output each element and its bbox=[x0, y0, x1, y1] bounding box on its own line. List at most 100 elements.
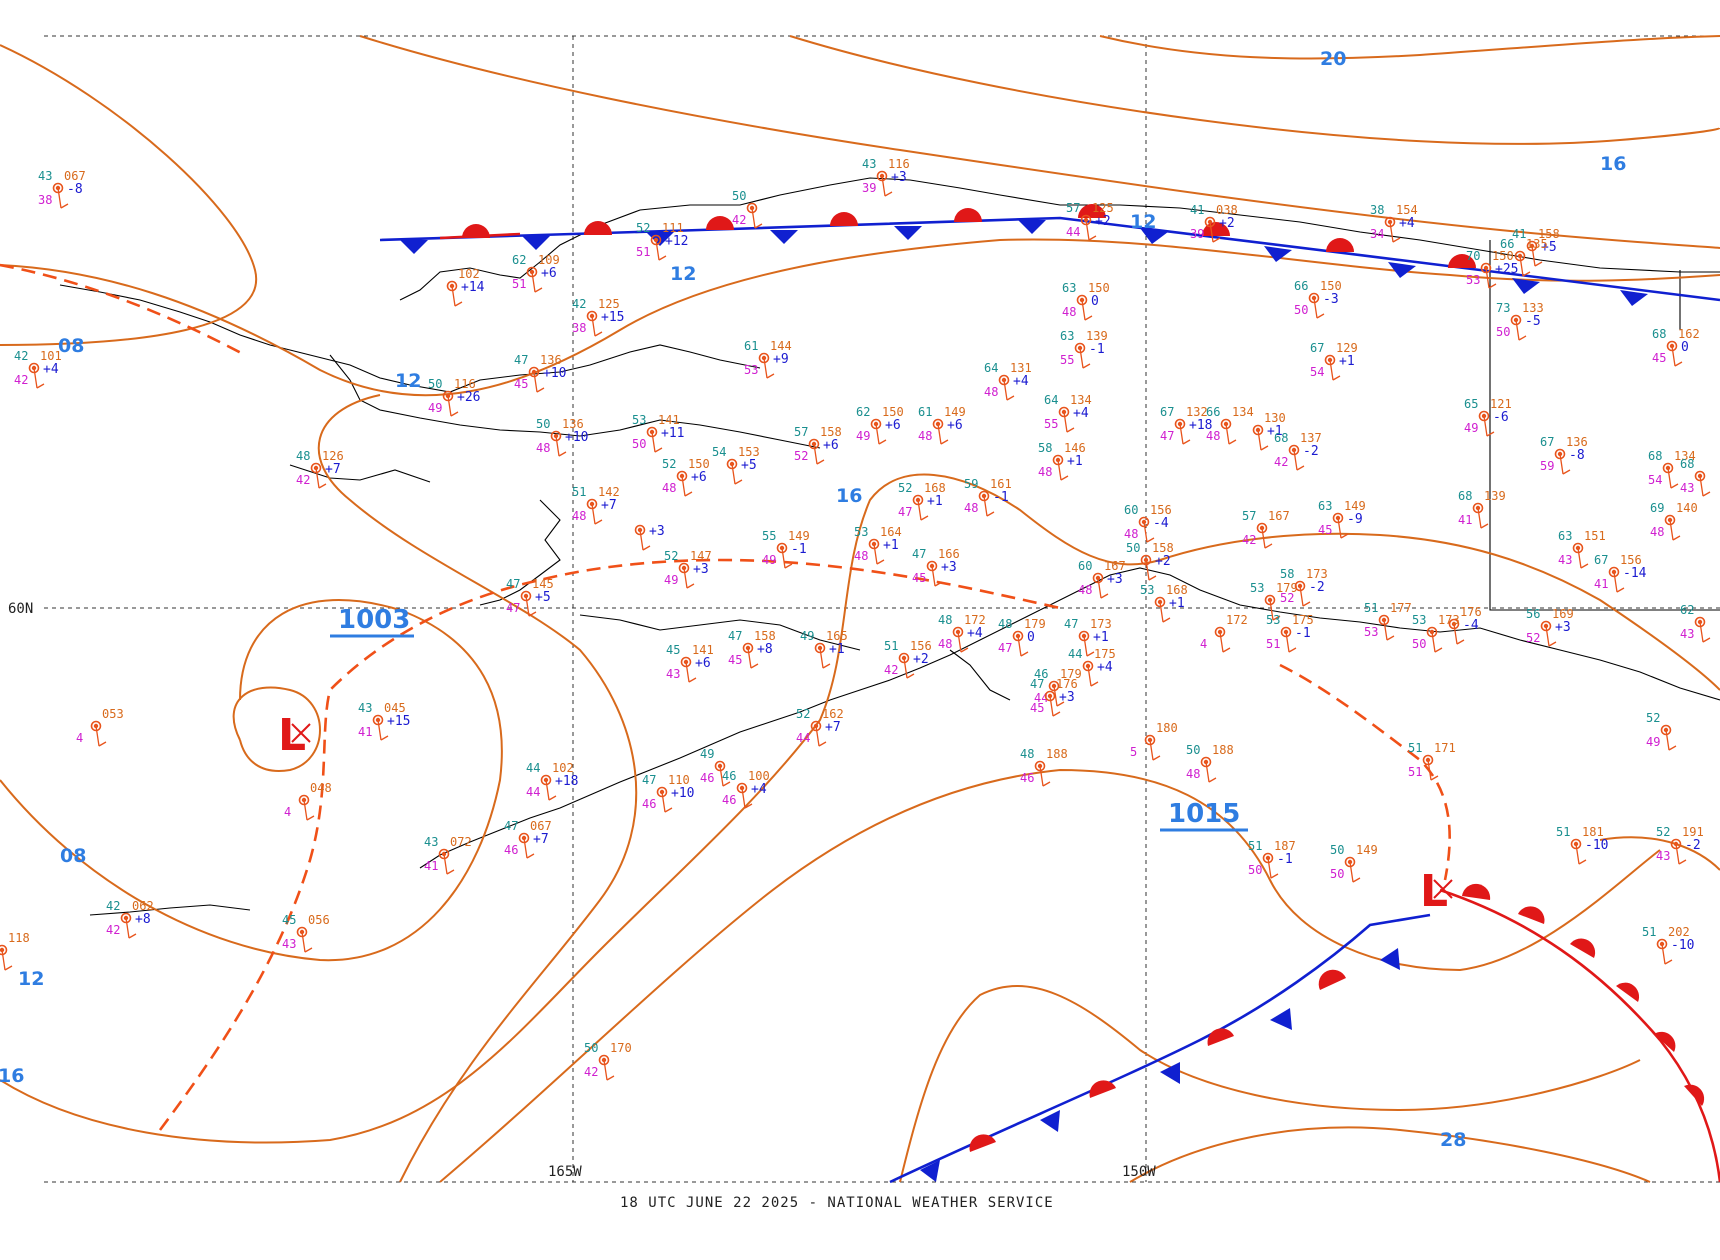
station-circle bbox=[550, 430, 562, 442]
station-temperature: 41 bbox=[1190, 203, 1204, 217]
cold-front-south bbox=[889, 913, 1431, 1184]
station-plot: 62 43 bbox=[1680, 603, 1711, 643]
station-pressure: 179 bbox=[1060, 667, 1082, 681]
station-dewpoint: 47 bbox=[998, 641, 1012, 655]
wind-barb bbox=[983, 495, 995, 517]
wind-barb bbox=[903, 657, 915, 679]
isobar-labels: 08 12 12 12 08 12 16 16 20 16 28 bbox=[0, 48, 1626, 1151]
station-tendency: +9 bbox=[773, 352, 789, 367]
station-dewpoint: 48 bbox=[984, 385, 998, 399]
isobar-label: 08 bbox=[58, 335, 84, 357]
station-dewpoint: 46 bbox=[1020, 771, 1034, 785]
station-circle bbox=[1332, 512, 1344, 524]
station-temperature: 48 bbox=[1020, 747, 1034, 761]
station-plot: 44 102+18 44 bbox=[526, 761, 578, 801]
station-pressure: 169 bbox=[1552, 607, 1574, 621]
station-plot: 51 202-10 bbox=[1642, 925, 1694, 965]
station-circle bbox=[1448, 618, 1460, 630]
station-plot: 42 101+4 42 bbox=[14, 349, 62, 389]
station-pressure: 188 bbox=[1046, 747, 1068, 761]
station-dewpoint: 48 bbox=[918, 429, 932, 443]
station-pressure: 139 bbox=[1484, 489, 1506, 503]
station-circle bbox=[518, 832, 530, 844]
station-plot: 102+14 bbox=[446, 267, 485, 307]
station-plot: 41 038+2 39 bbox=[1190, 203, 1238, 243]
occluded-front-north bbox=[379, 204, 1720, 306]
station-temperature: 59 bbox=[964, 477, 978, 491]
station-circle bbox=[1034, 760, 1046, 772]
station-pressure: 136 bbox=[562, 417, 584, 431]
station-pressure: 162 bbox=[822, 707, 844, 721]
station-circle bbox=[1694, 470, 1706, 482]
station-temperature: 52 bbox=[662, 457, 676, 471]
wind-barb bbox=[1053, 685, 1065, 707]
wind-barb bbox=[1559, 453, 1571, 475]
station-dewpoint: 44 bbox=[796, 731, 810, 745]
station-plot: 63 149-9 45 bbox=[1318, 499, 1366, 539]
isobar-label: 16 bbox=[1600, 153, 1626, 175]
wind-barb bbox=[1671, 345, 1683, 367]
station-pressure: 145 bbox=[532, 577, 554, 591]
wind-barb bbox=[1545, 625, 1557, 647]
wind-barb bbox=[1063, 411, 1075, 433]
station-pressure: 062 bbox=[132, 899, 154, 913]
station-pressure: 130 bbox=[1264, 411, 1286, 425]
wind-barb bbox=[1261, 527, 1273, 549]
station-pressure: 164 bbox=[880, 525, 902, 539]
station-pressure: 147 bbox=[690, 549, 712, 563]
station-circle bbox=[1656, 938, 1668, 950]
station-circle bbox=[586, 310, 598, 322]
station-temperature: 63 bbox=[1060, 329, 1074, 343]
station-circle bbox=[1472, 502, 1484, 514]
station-plot: 51 177 53 bbox=[1364, 601, 1412, 641]
station-temperature: 50 bbox=[732, 189, 746, 203]
station-temperature: 47 bbox=[504, 819, 518, 833]
station-tendency: +6 bbox=[885, 418, 901, 433]
station-pressure: 109 bbox=[538, 253, 560, 267]
wind-barb bbox=[1087, 665, 1099, 687]
station-pressure: 129 bbox=[1336, 341, 1358, 355]
station-plot: 51 171 51 bbox=[1408, 741, 1456, 781]
station-circle bbox=[876, 170, 888, 182]
station-tendency: -1 bbox=[791, 542, 807, 557]
station-dewpoint: 59 bbox=[1540, 459, 1554, 473]
station-plot: 66 134 48 bbox=[1206, 405, 1254, 445]
station-plot: 58 146+1 48 bbox=[1038, 441, 1086, 481]
station-pressure: 144 bbox=[770, 339, 792, 353]
station-plot: 50 42 bbox=[732, 189, 763, 229]
station-dewpoint: 45 bbox=[912, 571, 926, 585]
station-plot: 52 147+3 49 bbox=[664, 549, 712, 589]
station-pressure: 136 bbox=[1566, 435, 1588, 449]
station-temperature: 47 bbox=[506, 577, 520, 591]
station-temperature: 46 bbox=[722, 769, 736, 783]
wind-barb bbox=[651, 431, 663, 453]
station-tendency: +2 bbox=[913, 652, 929, 667]
station-circle bbox=[1694, 616, 1706, 628]
station-circle bbox=[1540, 620, 1552, 632]
low-pressure-center-west: L 1003 bbox=[278, 605, 414, 761]
low-pressure-center-south: L 1015 bbox=[1160, 799, 1453, 917]
station-pressure: 158 bbox=[754, 629, 776, 643]
station-dewpoint: 48 bbox=[1062, 305, 1076, 319]
wind-barb bbox=[873, 543, 885, 565]
station-pressure: 158 bbox=[820, 425, 842, 439]
station-circle bbox=[120, 912, 132, 924]
wind-barb bbox=[125, 917, 137, 939]
station-plot: 49 46 bbox=[700, 747, 731, 787]
isobar-label: 08 bbox=[60, 845, 86, 867]
station-circle bbox=[1294, 580, 1306, 592]
station-temperature: 67 bbox=[1594, 553, 1608, 567]
station-circle bbox=[0, 944, 8, 956]
station-circle bbox=[1426, 626, 1438, 638]
pressure-value: 1015 bbox=[1168, 799, 1240, 829]
station-plot: 44 175+4 bbox=[1068, 647, 1116, 687]
front-semicircles-south bbox=[969, 969, 1346, 1152]
station-dewpoint: 41 bbox=[1594, 577, 1608, 591]
station-circle bbox=[1478, 410, 1490, 422]
station-plot: 64 134+4 55 bbox=[1044, 393, 1092, 433]
station-pressure: 131 bbox=[1010, 361, 1032, 375]
station-dewpoint: 41 bbox=[1458, 513, 1472, 527]
station-temperature: 51 bbox=[1248, 839, 1262, 853]
station-pressure: 134 bbox=[1232, 405, 1254, 419]
